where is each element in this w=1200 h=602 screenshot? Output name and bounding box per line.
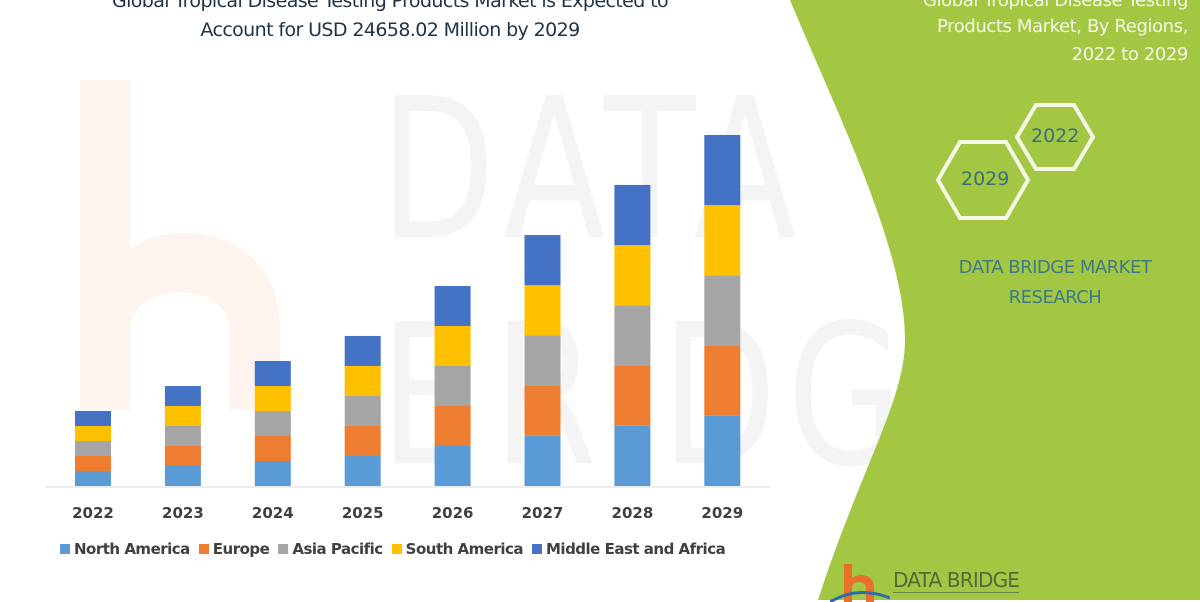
chart-title-line2: Account for USD 24658.02 Million by 2029: [200, 19, 580, 41]
bar-segment-2022-north-america: [75, 470, 111, 486]
bar-segment-2029-north-america: [704, 415, 741, 486]
bar-segment-2029-europe: [704, 345, 741, 416]
bar-segment-2022-asia-pacific: [75, 440, 111, 456]
bar-segment-2024-asia-pacific: [254, 411, 291, 437]
bar-segment-2023-middle-east-and-africa: [164, 386, 201, 407]
legend-swatch: [391, 544, 402, 554]
logo-text: DATA BRIDGE: [893, 568, 1020, 593]
legend-label: North America: [74, 540, 190, 558]
bar-segment-2028-north-america: [614, 425, 651, 486]
x-tick-label: 2024: [252, 504, 294, 522]
side-title-line3: 2022 to 2029: [1071, 44, 1189, 65]
legend-item: South America: [391, 540, 524, 558]
legend-item: Europe: [198, 540, 270, 558]
bar-segment-2027-europe: [524, 385, 561, 436]
x-tick-label: 2029: [701, 504, 743, 522]
x-tick-label: 2028: [612, 504, 654, 522]
brand-line2: RESEARCH: [1008, 287, 1102, 308]
side-title-line1: Global Tropical Disease Testing: [923, 0, 1188, 11]
bar-segment-2023-europe: [164, 446, 201, 467]
legend-swatch: [532, 544, 542, 554]
data-bridge-logo-icon: [830, 564, 890, 602]
bar-segment-2029-south-america: [704, 205, 741, 276]
legend: North America Europe Asia Pacific South Ame…: [60, 540, 726, 558]
bar-segment-2025-europe: [344, 425, 381, 456]
legend-swatch: [60, 544, 70, 554]
bar-segment-2025-north-america: [344, 455, 381, 486]
bar-segment-2025-middle-east-and-africa: [344, 335, 381, 366]
bar-segment-2023-north-america: [164, 466, 201, 486]
bar-segment-2025-asia-pacific: [344, 395, 381, 426]
bar-segment-2022-middle-east-and-africa: [75, 410, 111, 426]
bar-segment-2024-europe: [254, 436, 291, 462]
bar-segment-2028-south-america: [614, 245, 651, 306]
hex-label-2029: 2029: [961, 168, 1010, 190]
hexagon-2029-icon: [935, 140, 1031, 220]
bar-segment-2028-middle-east-and-africa: [614, 184, 651, 246]
bar-segment-2024-south-america: [254, 386, 291, 412]
bar-segment-2022-south-america: [75, 425, 111, 441]
bar-segment-2022-europe: [75, 455, 111, 471]
side-title-line2: Products Market, By Regions,: [936, 16, 1188, 37]
legend-item: North America: [60, 540, 190, 558]
bar-segment-2027-south-america: [524, 285, 561, 336]
legend-item: Middle East and Africa: [532, 540, 726, 558]
x-tick-label: 2027: [522, 504, 564, 522]
hexagon-2022-icon: [1014, 103, 1096, 171]
bar-segment-2027-asia-pacific: [524, 335, 561, 386]
legend-label: Asia Pacific: [292, 540, 383, 558]
bar-segment-2023-asia-pacific: [164, 426, 201, 447]
chart-title-line1: Global Tropical Disease Testing Products…: [111, 0, 669, 12]
bar-segment-2028-europe: [614, 365, 651, 426]
bar-segment-2027-middle-east-and-africa: [524, 235, 561, 286]
bar-segment-2029-asia-pacific: [704, 275, 741, 346]
stacked-bar-chart: 2022 2023 2024 2025 2026 2027 2028 2029: [45, 134, 770, 522]
bar-segment-2029-middle-east-and-africa: [704, 134, 741, 206]
bar-segment-2024-middle-east-and-africa: [254, 361, 291, 387]
legend-label: Europe: [212, 540, 270, 558]
brand-line1: DATA BRIDGE MARKET: [958, 257, 1152, 278]
bar-segment-2025-south-america: [344, 365, 381, 396]
bar-segment-2027-north-america: [524, 435, 561, 486]
hex-label-2022: 2022: [1031, 125, 1080, 147]
x-tick-label: 2025: [342, 504, 384, 522]
bar-segment-2026-south-america: [434, 326, 471, 367]
bar-segment-2024-north-america: [254, 461, 291, 486]
x-tick-label: 2023: [162, 504, 204, 522]
bar-segment-2026-asia-pacific: [434, 366, 471, 407]
bar-segment-2026-europe: [434, 406, 471, 447]
legend-swatch: [198, 544, 209, 554]
bar-segment-2026-middle-east-and-africa: [434, 286, 471, 327]
legend-swatch: [278, 544, 289, 554]
bar-segment-2023-south-america: [164, 406, 201, 427]
legend-label: South America: [405, 540, 524, 558]
x-tick-label: 2026: [432, 504, 474, 522]
legend-label: Middle East and Africa: [546, 540, 726, 558]
bar-segment-2026-north-america: [434, 446, 471, 486]
x-tick-label: 2022: [72, 504, 114, 522]
legend-item: Asia Pacific: [278, 540, 383, 558]
bar-segment-2028-asia-pacific: [614, 305, 651, 366]
